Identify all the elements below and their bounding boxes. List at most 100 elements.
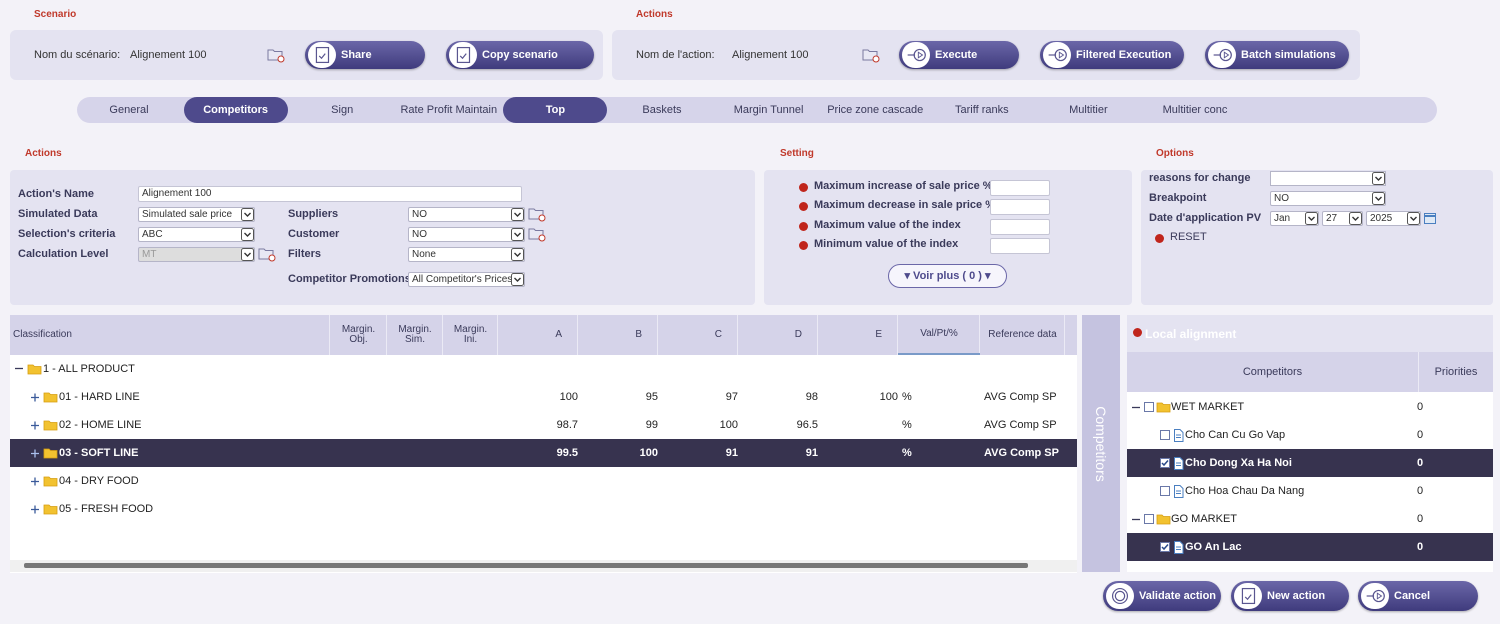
icon-part [43,420,58,431]
tab[interactable]: General [77,97,181,123]
button[interactable]: Copy scenario [446,41,594,69]
tab[interactable]: Sign [290,97,394,123]
icon-part [538,234,546,242]
checkbox[interactable] [1160,430,1170,440]
column-divider [577,315,578,355]
icon-part [1161,544,1169,551]
dropdown[interactable]: NO [408,207,525,222]
icon-part [1176,462,1181,466]
icon-part [1372,589,1385,603]
tab[interactable]: Rate Profit Maintain [397,97,501,123]
table-cell: % [902,447,912,459]
tab-label: Rate Profit Maintain [400,104,498,116]
button[interactable]: Batch simulations [1205,41,1349,69]
expand-icon [30,420,40,431]
icon [1160,458,1170,468]
text-input[interactable] [990,199,1050,216]
icon-part [511,228,524,241]
browse-icon [258,246,276,262]
scrollbar-thumb [24,563,1028,568]
side-tab[interactable]: Competitors [1082,315,1120,572]
checkbox[interactable] [1144,402,1154,412]
column-divider [386,315,387,355]
column-header: Reference data [988,329,1057,340]
button[interactable]: Cancel [1358,581,1478,611]
icon-part [31,505,39,514]
button-icon [1208,42,1236,68]
tab[interactable]: Price zone cascade [823,97,927,123]
icon-part [244,232,251,237]
button[interactable]: Execute [899,41,1019,69]
table-cell: 91 [805,447,818,459]
button[interactable]: New action [1231,581,1349,611]
tab[interactable]: Competitors [183,97,288,123]
table-cell: 98.7 [556,419,578,431]
table-cell: 96.5 [796,419,818,431]
checkbox[interactable] [1160,542,1170,552]
button[interactable]: Share [305,41,425,69]
column-header: A [555,329,562,340]
tab[interactable]: Top [503,97,608,123]
button-icon [1234,583,1262,609]
row-label: Cho Hoa Chau Da Nang [1185,485,1305,497]
checkbox[interactable] [1160,458,1170,468]
dropdown[interactable]: NO [1270,191,1386,206]
button[interactable]: Validate action [1103,581,1221,611]
button[interactable]: Filtered Execution [1040,41,1184,69]
browse-icon [528,226,546,242]
dropdown[interactable]: NO [408,227,525,242]
tab[interactable]: Margin Tunnel [717,97,821,123]
icon-part [1160,430,1170,440]
button-icon [1106,583,1134,609]
column-divider [897,315,898,355]
dropdown[interactable]: All Competitor's Prices [408,272,525,287]
section-title: Actions [25,148,62,159]
table-cell: % [902,391,912,403]
dropdown[interactable]: ABC [138,227,255,242]
table-cell: 91 [725,447,738,459]
icon-part [27,364,42,375]
dropdown[interactable] [1270,171,1386,186]
text-input[interactable] [990,237,1050,254]
text-input[interactable] [990,218,1050,235]
column-divider [1418,352,1419,392]
selected-row [1127,449,1493,477]
button-label: Batch simulations [1241,49,1336,61]
table-cell: 95 [645,391,658,403]
text-input[interactable] [990,180,1050,196]
setting-label: Maximum increase of sale price % [814,180,993,192]
browse-icon [528,206,546,222]
text-input[interactable]: Alignement 100 [138,186,522,202]
icon-part [1223,51,1230,59]
icon-part [913,48,926,62]
tab[interactable]: Multitier [1036,97,1140,123]
column-header: Margin. Sim. [398,324,432,345]
reset-button[interactable]: RESET [1170,231,1207,243]
dropdown[interactable]: MT [138,247,255,262]
dropdown-arrow [511,273,524,286]
table-header [10,315,1077,355]
tab-label: Margin Tunnel [733,104,804,116]
table-cell: 98 [805,391,818,403]
field-label: Breakpoint [1149,192,1207,204]
icon-part [43,392,58,403]
tab[interactable]: Multitier conc [1143,97,1247,123]
table-cell: 99 [645,419,658,431]
button[interactable]: ▾ Voir plus ( 0 ) ▾ [888,264,1007,288]
tab-label: Top [545,104,566,116]
dropdown-arrow [1305,212,1318,225]
checkbox[interactable] [1144,514,1154,524]
icon [456,46,471,64]
icon [31,505,39,514]
browse-icon [862,47,880,63]
icon-part [241,248,254,261]
icon [1424,213,1436,224]
dropdown[interactable]: Simulated sale price [138,207,255,222]
icon-part [511,248,524,261]
tab[interactable]: Tariff ranks [930,97,1034,123]
dropdown-arrow [241,208,254,221]
checkbox[interactable] [1160,486,1170,496]
tab[interactable]: Baskets [610,97,714,123]
icon-part [1375,196,1382,201]
dropdown[interactable]: None [408,247,525,262]
